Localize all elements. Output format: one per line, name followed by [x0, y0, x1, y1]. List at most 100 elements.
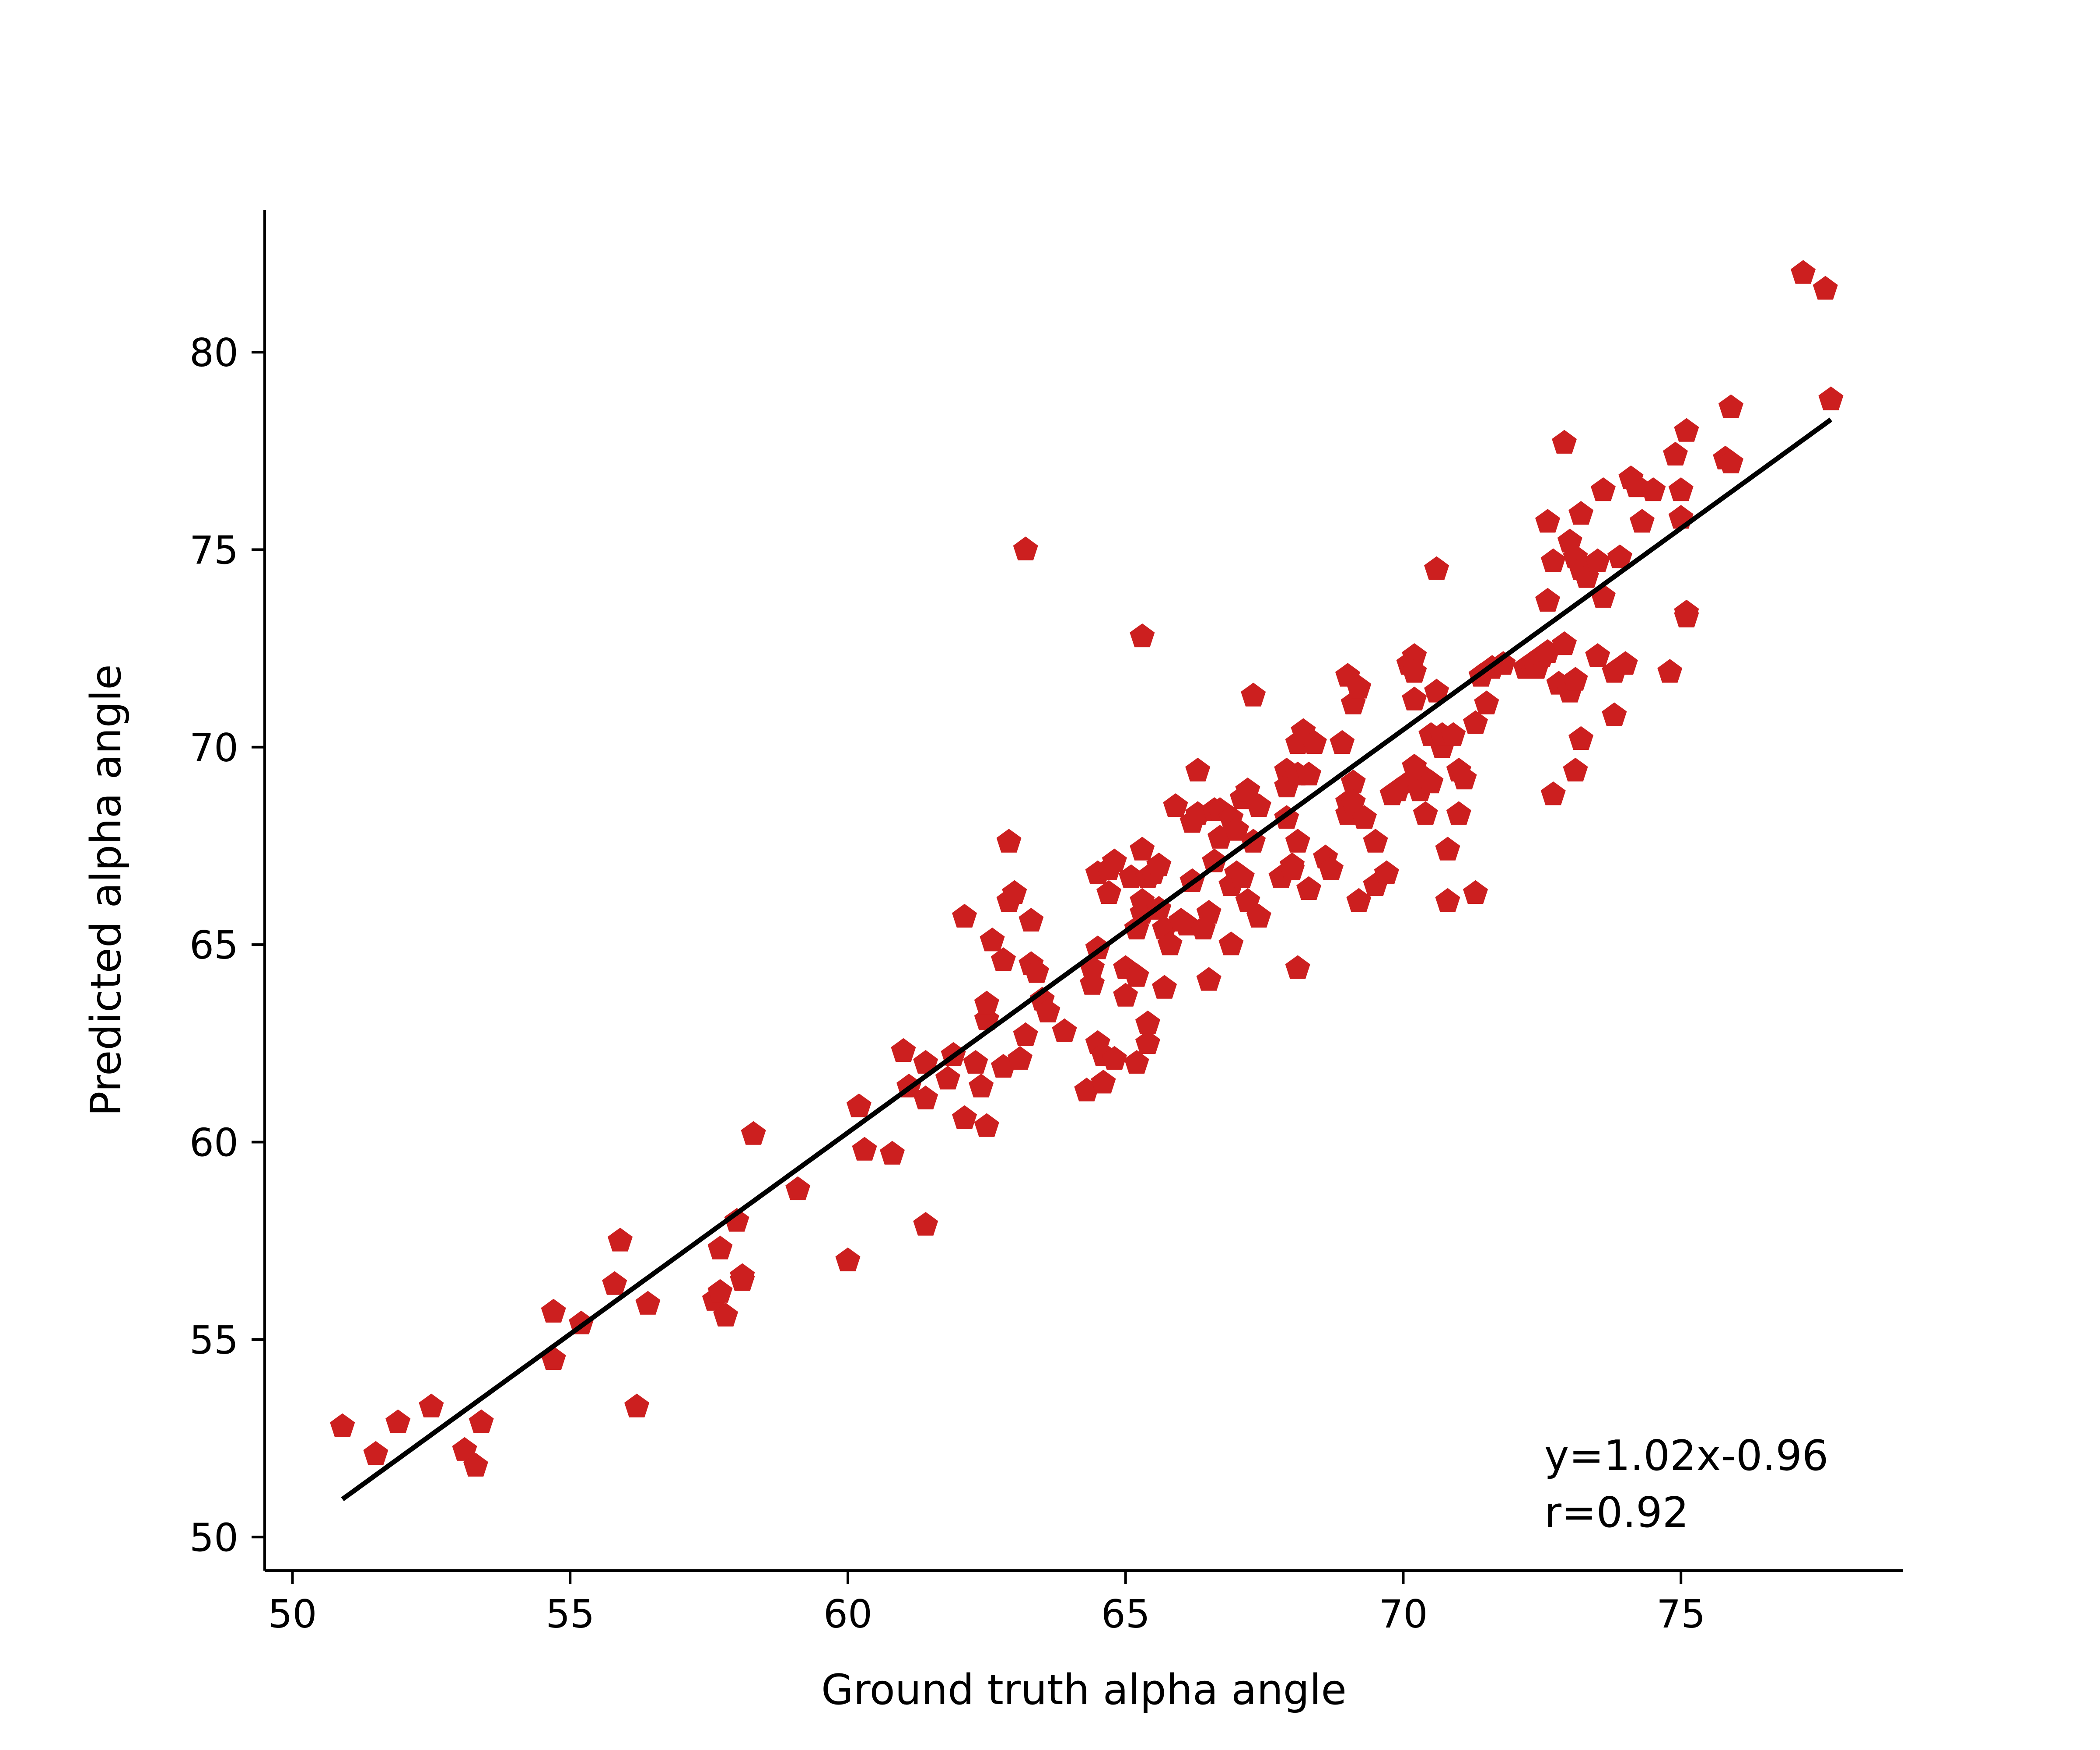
data-point — [635, 1291, 661, 1315]
data-point — [1413, 801, 1438, 825]
data-point — [1363, 829, 1388, 853]
data-point — [730, 1263, 755, 1287]
data-point — [1013, 536, 1038, 560]
data-point — [707, 1279, 733, 1303]
data-point — [1402, 643, 1427, 667]
x-tick-label: 70 — [1379, 1592, 1428, 1637]
data-point — [1008, 1046, 1032, 1070]
data-point — [1130, 623, 1155, 648]
y-tick-label: 80 — [189, 330, 238, 375]
data-point — [969, 1074, 994, 1098]
x-tick-label: 50 — [268, 1592, 317, 1637]
data-point — [1563, 757, 1588, 782]
data-point — [1418, 770, 1444, 794]
y-tick-label: 50 — [189, 1515, 238, 1560]
y-tick-label: 70 — [189, 725, 238, 770]
data-point — [1346, 675, 1372, 699]
data-point — [1424, 556, 1449, 580]
data-point — [1246, 903, 1271, 928]
data-point — [1163, 793, 1188, 817]
data-point — [952, 1105, 977, 1129]
data-point — [1241, 682, 1266, 707]
data-point — [913, 1050, 938, 1074]
data-point — [1218, 931, 1244, 956]
data-point — [1568, 726, 1594, 750]
data-point — [1435, 888, 1460, 912]
data-point — [1663, 441, 1688, 466]
data-point — [1246, 793, 1271, 817]
data-point — [891, 1038, 916, 1062]
data-point — [1590, 477, 1616, 501]
data-point — [1185, 757, 1211, 782]
data-point — [1813, 276, 1838, 300]
data-point — [1402, 686, 1427, 710]
data-point — [980, 928, 1005, 952]
data-point — [1102, 1046, 1127, 1070]
data-point — [1585, 643, 1610, 667]
x-tick-label: 75 — [1656, 1592, 1705, 1637]
data-point — [990, 947, 1016, 971]
data-point — [1113, 983, 1138, 1007]
data-point — [1585, 548, 1610, 572]
data-point — [1402, 659, 1427, 683]
x-tick-label: 60 — [823, 1592, 872, 1637]
data-point — [913, 1085, 938, 1110]
data-point — [1668, 477, 1694, 501]
data-point — [385, 1409, 411, 1433]
data-points — [330, 260, 1844, 1477]
data-point — [996, 829, 1022, 853]
data-point — [1340, 789, 1366, 813]
data-point — [1463, 880, 1488, 904]
data-point — [363, 1441, 388, 1465]
y-tick-label: 65 — [189, 923, 238, 968]
data-point — [1124, 1050, 1149, 1074]
data-point — [963, 1050, 988, 1074]
correlation-coefficient: r=0.92 — [1544, 1489, 1689, 1537]
data-point — [1296, 876, 1322, 900]
data-point — [1446, 801, 1471, 825]
data-point — [1563, 667, 1588, 691]
data-point — [1474, 690, 1499, 714]
data-point — [1641, 477, 1666, 501]
x-axis-title: Ground truth alpha angle — [821, 1666, 1347, 1714]
data-point — [1629, 509, 1655, 533]
data-point — [1791, 260, 1816, 284]
data-point — [724, 1208, 749, 1232]
data-point — [1296, 761, 1322, 786]
data-point — [835, 1247, 861, 1271]
data-point — [419, 1393, 444, 1418]
data-point — [1552, 631, 1577, 655]
data-point — [1024, 959, 1050, 983]
data-point — [330, 1413, 355, 1437]
data-point — [1657, 659, 1683, 683]
data-point — [880, 1141, 905, 1165]
data-point — [1540, 781, 1566, 805]
data-point — [1302, 730, 1327, 754]
data-point — [463, 1452, 488, 1477]
data-point — [469, 1409, 494, 1433]
data-point — [785, 1176, 811, 1200]
data-point — [1235, 777, 1260, 802]
data-point — [1540, 548, 1566, 572]
data-point — [707, 1236, 733, 1260]
data-point — [1613, 651, 1638, 675]
data-point — [1452, 766, 1477, 790]
data-point — [1229, 864, 1255, 888]
data-point — [952, 903, 977, 928]
data-point — [1318, 856, 1344, 880]
regression-line — [341, 417, 1833, 1502]
data-point — [1035, 998, 1060, 1022]
data-point — [1102, 848, 1127, 872]
data-point — [1352, 805, 1377, 829]
data-point — [1196, 900, 1222, 924]
data-point — [1224, 817, 1250, 841]
data-point — [1196, 967, 1222, 991]
data-point — [1124, 963, 1149, 987]
data-point — [713, 1302, 738, 1326]
data-point — [974, 990, 999, 1015]
x-tick-label: 55 — [546, 1592, 595, 1637]
data-point — [1096, 880, 1122, 904]
data-point — [1818, 386, 1844, 410]
data-point — [1157, 931, 1183, 956]
data-point — [1330, 730, 1355, 754]
